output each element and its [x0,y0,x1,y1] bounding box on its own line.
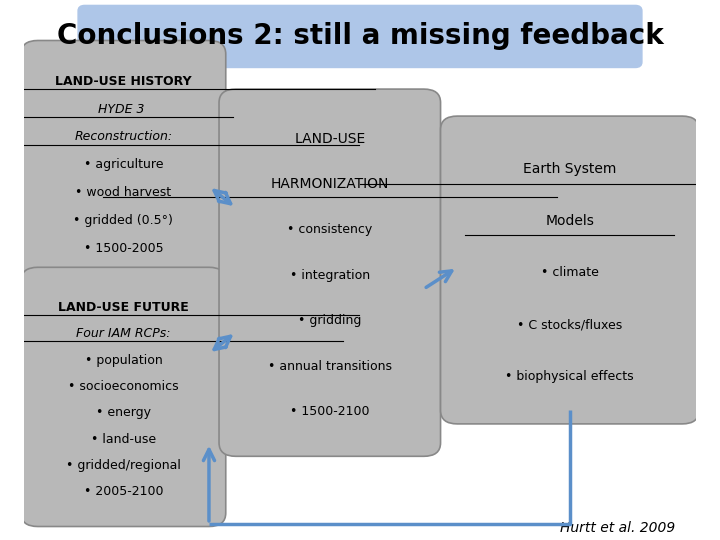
Text: • gridded (0.5°): • gridded (0.5°) [73,214,174,227]
Text: • biophysical effects: • biophysical effects [505,370,634,383]
Text: LAND-USE FUTURE: LAND-USE FUTURE [58,301,189,314]
Text: HYDE 3: HYDE 3 [98,103,148,116]
Text: Models: Models [545,214,594,228]
Text: • agriculture: • agriculture [84,158,163,171]
Text: • integration: • integration [289,269,370,282]
Text: • climate: • climate [541,266,599,279]
Text: Hurtt et al. 2009: Hurtt et al. 2009 [560,521,675,535]
FancyBboxPatch shape [21,40,226,284]
FancyBboxPatch shape [441,116,699,424]
Text: • 1500-2005: • 1500-2005 [84,241,163,254]
Text: • population: • population [84,354,162,367]
Text: Four IAM RCPs:: Four IAM RCPs: [76,327,171,340]
FancyBboxPatch shape [219,89,441,456]
FancyBboxPatch shape [78,5,642,68]
Text: • 1500-2100: • 1500-2100 [290,406,369,419]
Text: • gridding: • gridding [298,314,361,327]
Text: • consistency: • consistency [287,224,372,237]
Text: • 2005-2100: • 2005-2100 [84,485,163,498]
Text: Reconstruction:: Reconstruction: [74,131,173,144]
Text: LAND-USE HISTORY: LAND-USE HISTORY [55,75,192,88]
Text: • socioeconomics: • socioeconomics [68,380,179,393]
Text: • energy: • energy [96,406,151,419]
Text: Conclusions 2: still a missing feedback: Conclusions 2: still a missing feedback [57,22,663,50]
Text: LAND-USE: LAND-USE [294,132,366,146]
Text: • wood harvest: • wood harvest [76,186,171,199]
Text: • land-use: • land-use [91,433,156,446]
Text: • gridded/regional: • gridded/regional [66,459,181,472]
FancyBboxPatch shape [21,267,226,526]
Text: HARMONIZATION: HARMONIZATION [271,177,389,191]
Text: • annual transitions: • annual transitions [268,360,392,373]
Text: Earth System: Earth System [523,162,616,176]
Text: • C stocks/fluxes: • C stocks/fluxes [517,318,622,331]
